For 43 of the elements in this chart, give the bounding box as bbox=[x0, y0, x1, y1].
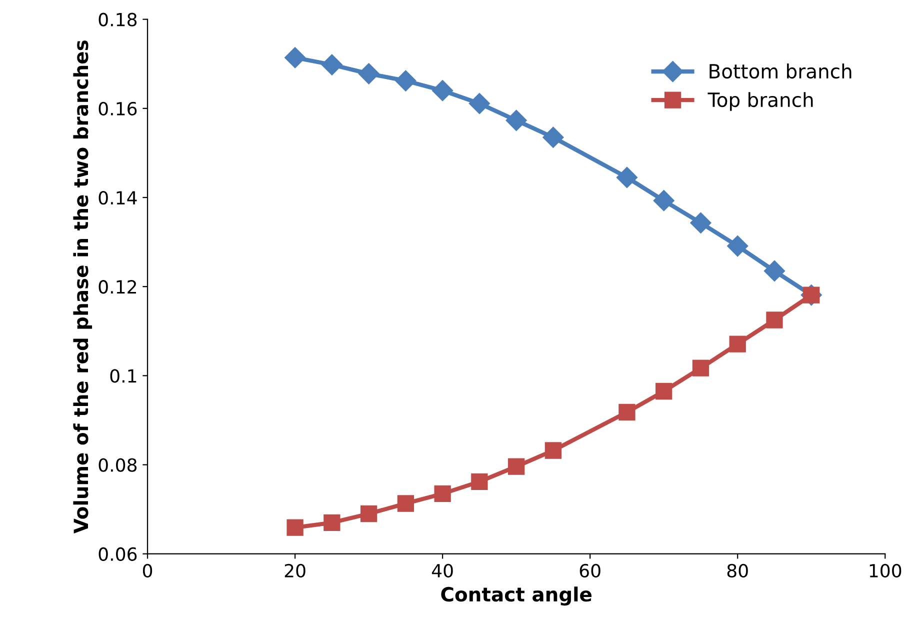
point bbox=[506, 110, 527, 131]
y-tick-label: 0.06 bbox=[98, 547, 137, 561]
point bbox=[729, 336, 746, 352]
x-tick-label: 0 bbox=[142, 564, 152, 578]
x-tick-label: 100 bbox=[870, 564, 902, 578]
y-tick-label: 0.16 bbox=[98, 102, 137, 116]
x-tick-label: 60 bbox=[580, 564, 600, 578]
x-tick-label: 20 bbox=[284, 564, 306, 578]
point bbox=[618, 404, 636, 421]
point bbox=[395, 70, 416, 92]
x-tick-label: 80 bbox=[727, 564, 748, 578]
point bbox=[434, 485, 451, 502]
x-tick-label: 40 bbox=[432, 564, 453, 578]
x-axis-title: Contact angle bbox=[441, 586, 592, 606]
point bbox=[468, 92, 490, 114]
point bbox=[542, 126, 564, 148]
point bbox=[764, 260, 785, 282]
point bbox=[508, 458, 525, 475]
point bbox=[321, 54, 342, 76]
point bbox=[653, 190, 674, 212]
point bbox=[358, 63, 380, 84]
y-tick-label: 0.18 bbox=[98, 12, 137, 26]
legend-label: Top branch bbox=[708, 92, 813, 111]
point bbox=[324, 514, 340, 531]
y-tick-label: 0.08 bbox=[98, 458, 137, 472]
point bbox=[727, 236, 748, 257]
point bbox=[360, 505, 378, 522]
point bbox=[471, 473, 488, 490]
point bbox=[544, 442, 562, 459]
point bbox=[656, 382, 672, 400]
point bbox=[284, 47, 306, 68]
point bbox=[432, 80, 454, 102]
point bbox=[690, 212, 712, 234]
point bbox=[766, 312, 783, 328]
y-axis-title: Volume of the red phase in the two branches bbox=[73, 40, 92, 534]
point bbox=[397, 495, 414, 512]
point bbox=[692, 360, 710, 376]
point bbox=[286, 519, 304, 536]
legend-label: Bottom branch bbox=[710, 64, 852, 79]
point bbox=[616, 166, 638, 188]
y-tick-label: 0.1 bbox=[110, 369, 136, 383]
y-tick-label: 0.12 bbox=[98, 280, 136, 294]
y-tick-label: 0.14 bbox=[98, 190, 137, 205]
